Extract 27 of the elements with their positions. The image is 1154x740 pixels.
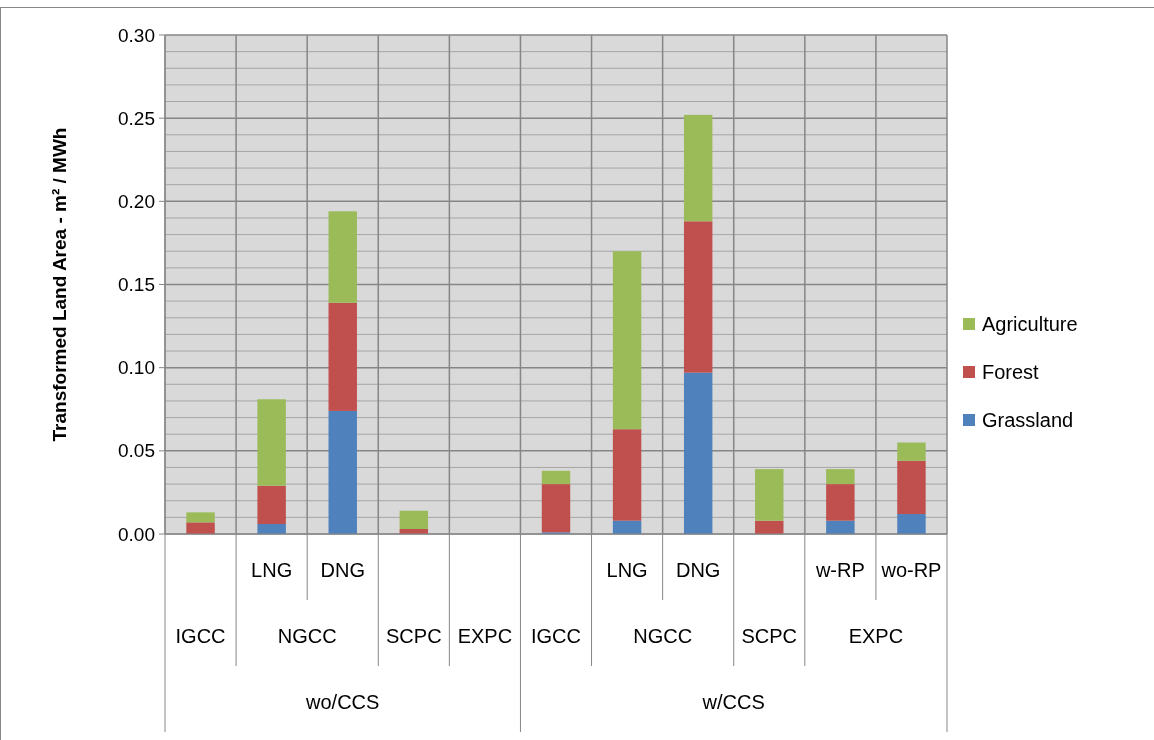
text: IGCC [531, 625, 581, 647]
text: wo/CCS [305, 691, 380, 713]
x-tick-label: w-RP [814, 559, 865, 581]
legend-label: Agriculture [982, 313, 1078, 335]
y-tick-label: 0.00 [118, 523, 155, 545]
x-tick-label: LNG [606, 559, 648, 581]
x-tick-label: wo-RP [880, 559, 942, 581]
y-axis-title: Transformed Land Area - m² / MWh [49, 127, 70, 442]
text: EXPC [457, 625, 513, 647]
y-tick-label: 0.10 [118, 357, 155, 379]
text: IGCC [175, 625, 226, 647]
y-tick-label: 0.30 [118, 24, 155, 46]
x-tick-label: DNG [320, 559, 365, 581]
text: NGCC [633, 625, 693, 647]
y-tick-label: 0.20 [118, 190, 155, 212]
text: SCPC [386, 625, 442, 647]
x-tick-label: LNG [251, 559, 293, 581]
text: EXPC [848, 625, 904, 647]
legend-label: Forest [982, 361, 1040, 383]
text: NGCC [277, 625, 337, 647]
y-tick-label: 0.05 [118, 440, 155, 462]
y-tick-label: 0.25 [118, 107, 155, 129]
legend-label: Grassland [982, 409, 1074, 431]
x-tick-label: DNG [675, 559, 721, 581]
text: w/CCS [701, 691, 765, 713]
text: SCPC [741, 625, 798, 647]
y-tick-label: 0.15 [118, 274, 155, 296]
